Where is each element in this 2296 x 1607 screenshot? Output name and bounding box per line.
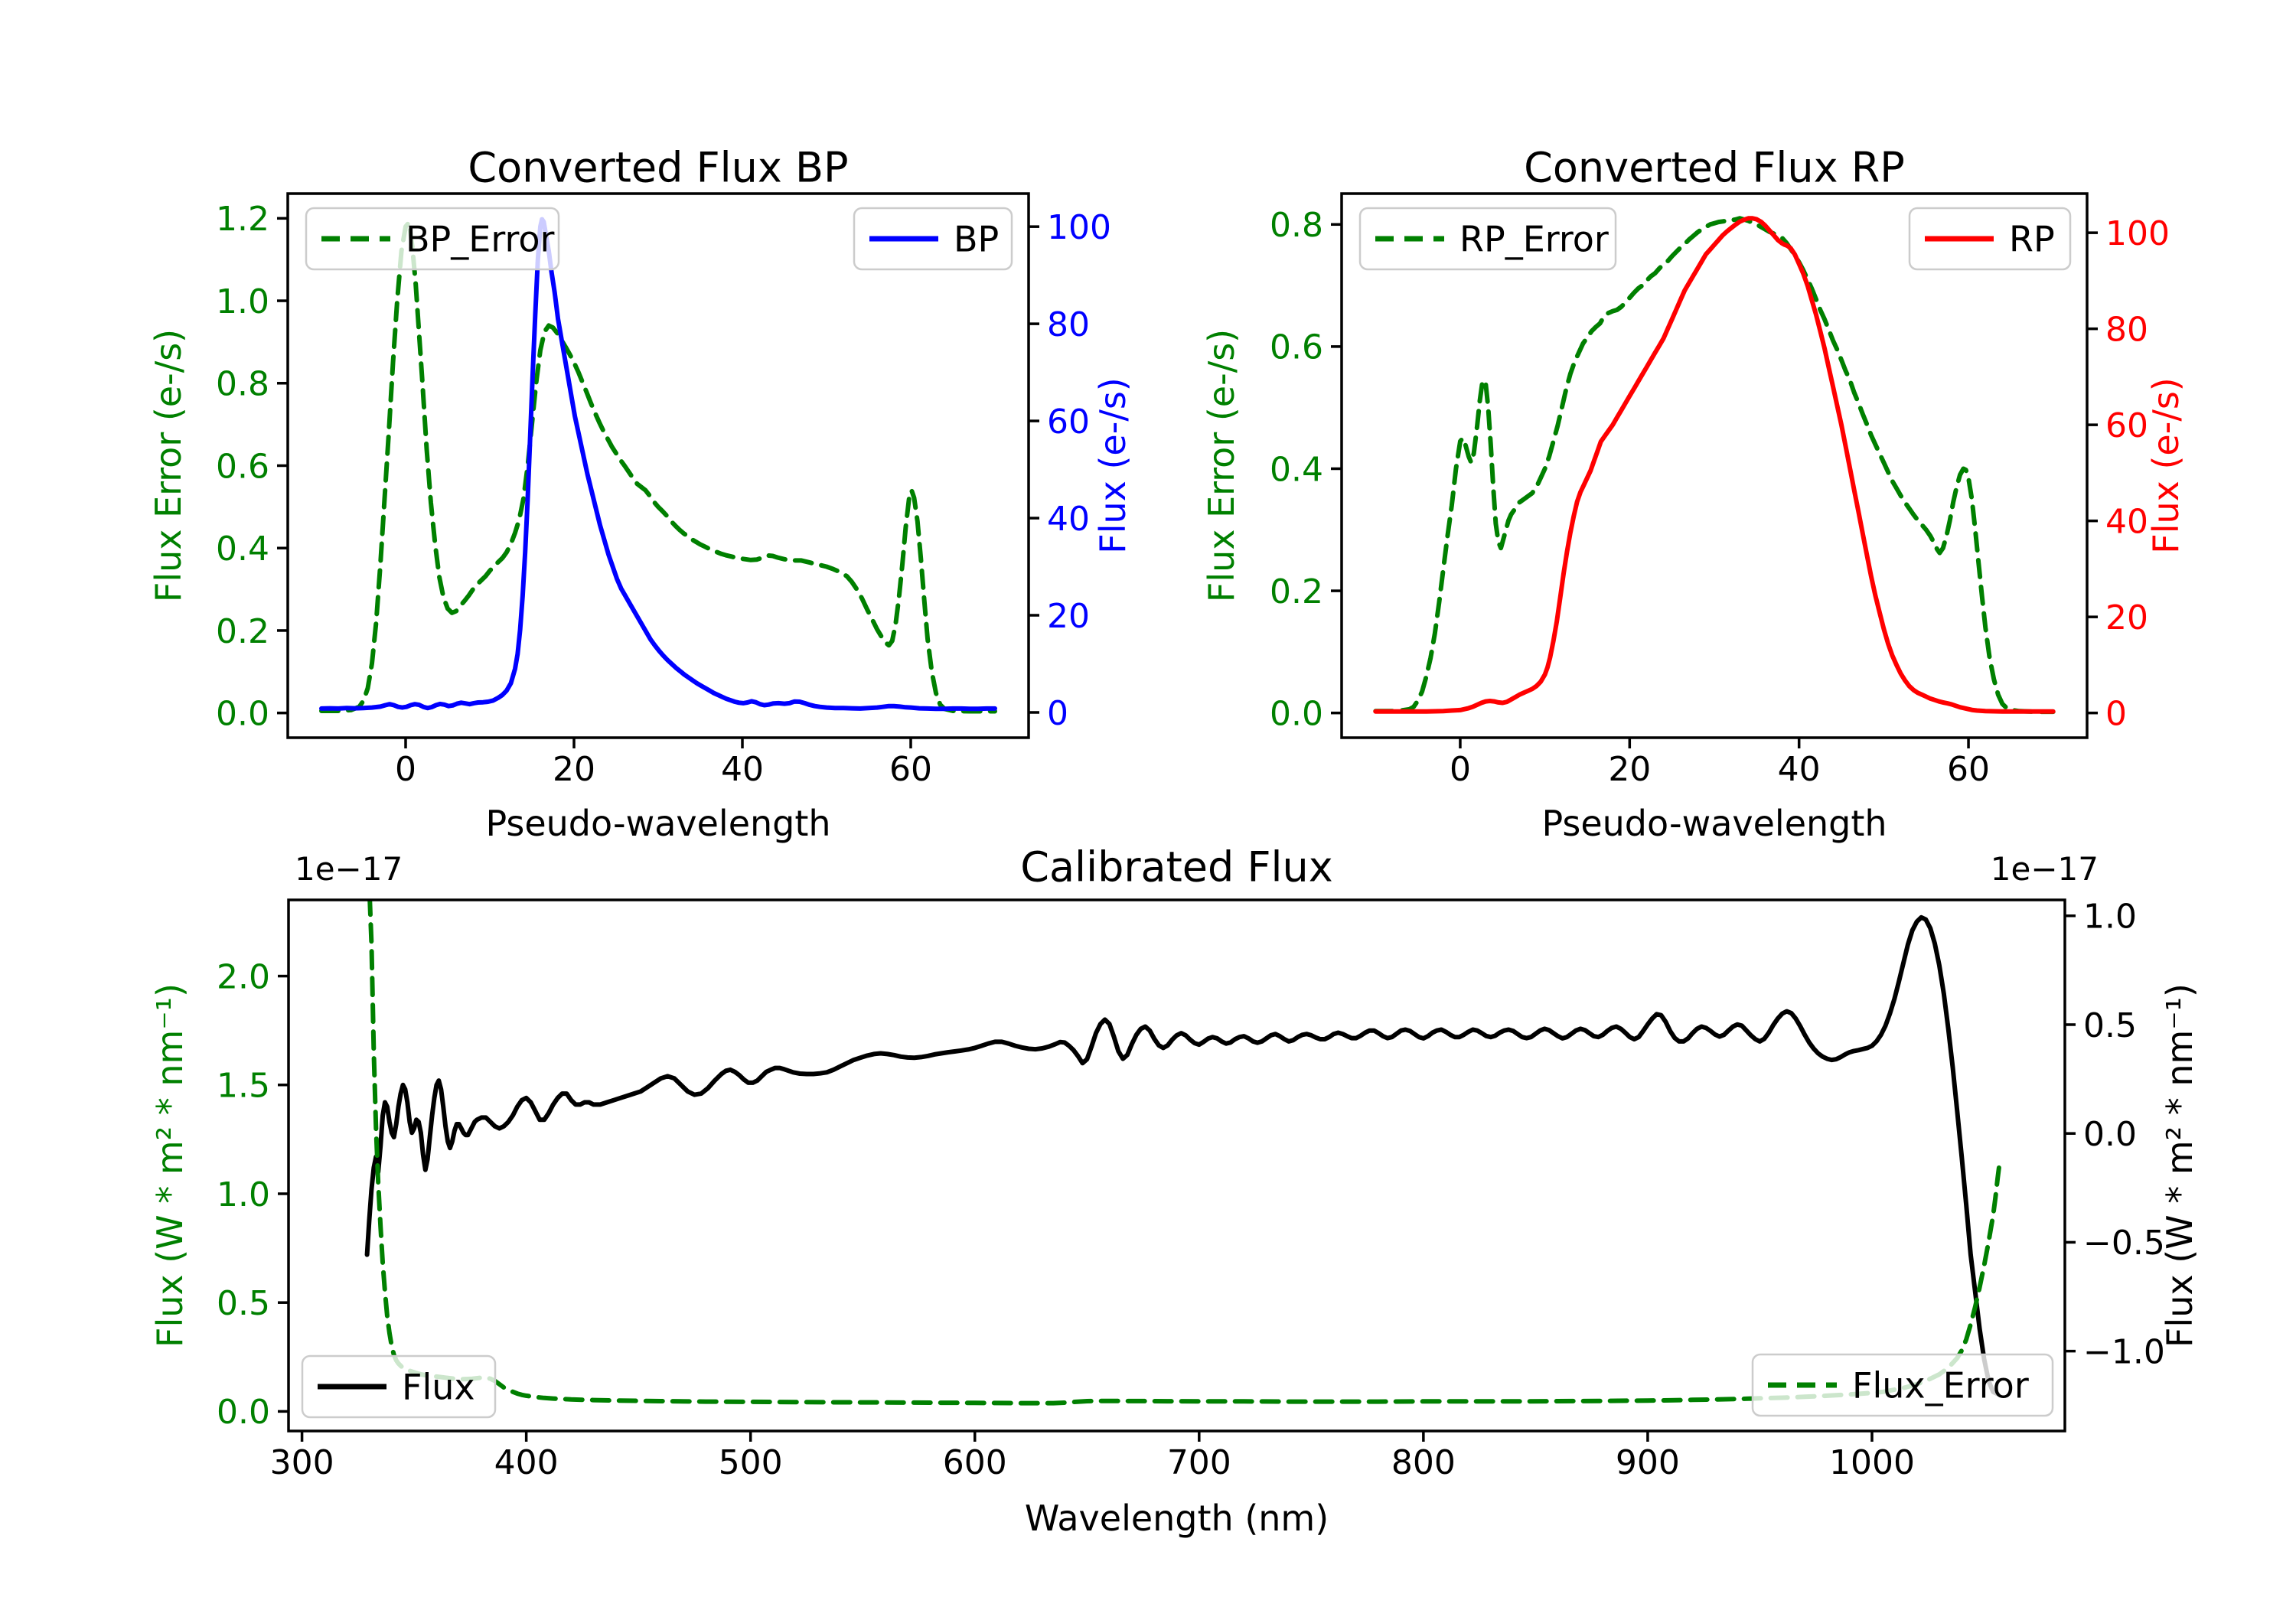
y-tick-label-left: 0.8 [1270,206,1323,245]
y-tick-label-right: 1.0 [2083,898,2137,937]
legend-rp: RP [1908,207,2072,271]
y-tick-label-left: 2.0 [217,957,270,996]
axis-offset-text: 1e−17 [295,850,403,888]
y-tick-label-right: 0 [1047,694,1068,733]
subplot-calibrated-flux: Calibrated Flux 300 400 500 600 700 800 900 1000… [149,843,2200,1539]
y-tick-label-left: 1.5 [217,1067,270,1106]
x-tick-label: 60 [889,750,932,789]
y-axis-label-left: Flux Error (e-/s) [1201,329,1242,602]
axes-frame [287,898,2066,1433]
y-axis-label-left: Flux (W * m² * nm⁻¹) [149,983,191,1348]
y-axis-label-right: Flux (W * m² * nm⁻¹) [2159,983,2200,1348]
x-tick-label: 1000 [1829,1443,1915,1482]
legend-flux: Flux [301,1354,497,1419]
flux-error-curve [367,900,2002,1406]
x-axis-label: Wavelength (nm) [1025,1498,1329,1539]
bp-curve [319,217,997,712]
y-tick-label-left: 0.6 [216,447,269,486]
legend-box [1358,207,1617,271]
y-tick-label-right: 100 [2105,214,2170,253]
x-tick-label: 0 [1450,750,1471,789]
x-tick-label: 500 [719,1443,783,1482]
y-tick-label-left: 1.0 [216,282,269,321]
y-tick-label-left: 0.4 [1270,450,1323,489]
legend-label: RP [2009,219,2055,260]
x-axis-label: Pseudo-wavelength [485,803,830,844]
title-calibrated-flux: Calibrated Flux [1020,843,1332,891]
y-tick-label-right: 20 [1047,597,1090,636]
x-tick-label: 400 [494,1443,559,1482]
y-tick-label-right: 0 [2105,695,2127,734]
y-tick-label-left: 0.0 [217,1393,270,1432]
flux-curve [364,914,2001,1397]
subplot-converted-flux-bp: Converted Flux BP 0 20 40 60 0.0 0.2 0.4 0.6 0.8 1… [148,143,1133,844]
x-tick-label: 0 [395,750,416,789]
y-tick-label-right: −1.0 [2083,1332,2165,1371]
x-tick-label: 300 [270,1443,334,1482]
y-tick-label-left: 0.0 [216,695,269,734]
axis-offset-text: 1e−17 [1991,850,2099,888]
y-axis-label-left: Flux Error (e-/s) [148,329,189,602]
y-tick-label-right: 80 [2105,310,2148,349]
y-tick-label-right: 40 [1047,500,1090,539]
x-tick-label: 900 [1616,1443,1680,1482]
y-tick-label-right: −0.5 [2083,1224,2165,1263]
legend-label: Flux [402,1367,475,1408]
y-tick-label-right: 100 [1047,208,1111,247]
legend-box [301,1354,497,1419]
y-tick-label-left: 1.2 [216,200,269,239]
x-tick-label: 800 [1391,1443,1456,1482]
legend-bp-error: BP_Error [305,207,560,271]
y-tick-label-right: 0.0 [2083,1115,2137,1154]
bp-error-curve [319,220,997,714]
x-tick-label: 20 [553,750,595,789]
y-axis-label-right: Flux (e-/s) [2145,377,2187,554]
axes-frame [286,192,1030,739]
subplot-converted-flux-rp: Converted Flux RP 0 20 40 60 0.0 0.2 0.4 0.6 0.8 0… [1201,143,2187,844]
x-tick-label: 700 [1167,1443,1231,1482]
legend-flux-error: Flux_Error [1751,1353,2054,1417]
y-tick-label-left: 0.2 [216,612,269,651]
x-tick-label: 40 [721,750,764,789]
legend-label: BP_Error [406,219,555,260]
title-converted-flux-rp: Converted Flux RP [1524,143,1905,191]
y-tick-label-right: 40 [2105,503,2148,542]
y-tick-label-left: 1.0 [217,1175,270,1214]
legend-bp: BP [853,207,1013,271]
y-tick-label-right: 80 [1047,305,1090,344]
y-tick-label-right: 60 [1047,403,1090,442]
y-tick-label-left: 0.6 [1270,328,1323,367]
legend-label: Flux_Error [1852,1365,2029,1407]
x-tick-label: 40 [1778,750,1821,789]
y-tick-label-right: 0.5 [2083,1006,2137,1045]
x-tick-label: 20 [1608,750,1651,789]
legend-box [305,207,560,271]
y-tick-label-left: 0.5 [217,1284,270,1323]
legend-rp-error: RP_Error [1358,207,1617,271]
legend-label: RP_Error [1459,219,1609,260]
legend-label: BP [954,219,999,260]
x-tick-label: 60 [1947,750,1990,789]
y-tick-label-left: 0.4 [216,530,269,569]
y-tick-label-left: 0.8 [216,365,269,404]
rp-error-curve [1373,216,2056,715]
rp-curve [1373,216,2056,714]
legend-box [1751,1353,2054,1417]
x-tick-label: 600 [943,1443,1007,1482]
x-axis-label: Pseudo-wavelength [1541,803,1887,844]
y-tick-label-left: 0.0 [1270,695,1323,734]
y-tick-label-right: 60 [2105,406,2148,445]
y-axis-label-right: Flux (e-/s) [1092,377,1133,554]
y-tick-label-right: 20 [2105,598,2148,637]
y-tick-label-left: 0.2 [1270,572,1323,611]
title-converted-flux-bp: Converted Flux BP [468,143,848,191]
axes-frame [1340,192,2089,739]
